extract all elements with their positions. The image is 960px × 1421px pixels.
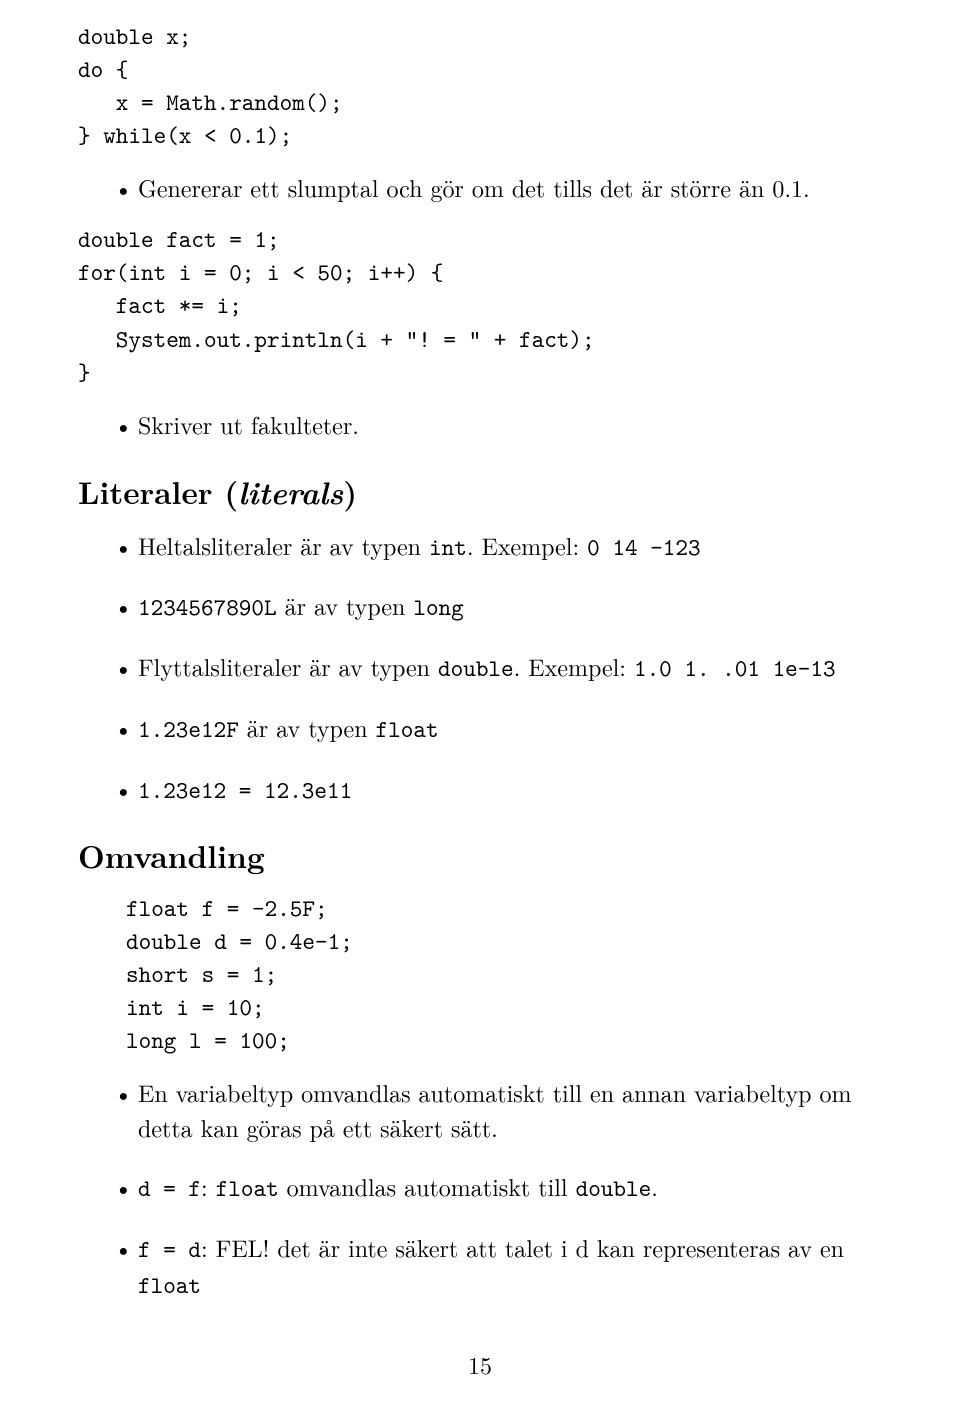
list-item: f = d: FEL! det är inte säkert att talet… [114, 1230, 882, 1304]
heading-text: ) [343, 470, 357, 514]
code-inline: 0 14 -123 [587, 531, 700, 563]
code-line: } while(x < 0.1); [78, 119, 292, 151]
code-inline: f = d [138, 1233, 201, 1265]
list-item: 1234567890L är av typen long [114, 588, 882, 625]
bullet-text: är av typen [239, 710, 376, 744]
code-inline: double [438, 652, 514, 684]
code-block-do-while: double x; do { x = Math.random(); } whil… [78, 20, 882, 152]
code-inline: float [138, 1269, 201, 1301]
code-line: do { [78, 53, 128, 85]
list-item: d = f: float omvandlas automatiskt till … [114, 1169, 882, 1206]
code-inline: float [376, 713, 439, 745]
bullet-text: Heltalsliteraler är av typen [138, 528, 429, 562]
list-item: Heltalsliteraler är av typen int. Exempe… [114, 528, 882, 565]
bullet-list-literals: Heltalsliteraler är av typen int. Exempe… [78, 528, 882, 808]
code-line: float f = -2.5F; [126, 892, 328, 924]
code-line: System.out.println(i + "! = " + fact); [78, 323, 595, 355]
list-item: Flyttalsliteraler är av typen double. Ex… [114, 649, 882, 686]
section-heading-literals: Literaler (literals) [78, 468, 882, 514]
bullet-text: En variabeltyp omvandlas automatiskt til… [138, 1075, 851, 1144]
code-inline: 1.23e12F [138, 713, 239, 745]
bullet-list: Skriver ut fakulteter. [78, 407, 882, 442]
code-block-for: double fact = 1; for(int i = 0; i < 50; … [78, 223, 882, 389]
code-inline: float [216, 1172, 279, 1204]
bullet-text: . [651, 1169, 658, 1203]
code-inline: 1234567890L [138, 591, 277, 623]
code-line: int i = 10; [126, 991, 265, 1023]
list-item: 1.23e12 = 12.3e11 [114, 771, 882, 808]
bullet-text: : FEL! det är inte säkert att talet i d … [201, 1230, 844, 1264]
code-line: long l = 100; [126, 1024, 290, 1056]
code-line: short s = 1; [126, 958, 277, 990]
page-number: 15 [0, 1347, 960, 1381]
bullet-text: . Exempel: [514, 649, 634, 683]
bullet-text: . Exempel: [467, 528, 587, 562]
code-line: } [78, 356, 91, 388]
list-item: Skriver ut fakulteter. [114, 407, 882, 442]
code-line: for(int i = 0; i < 50; i++) { [78, 256, 443, 288]
bullet-text: är av typen [277, 588, 414, 622]
heading-text: Omvandling [78, 834, 265, 878]
bullet-list-omvandling: En variabeltyp omvandlas automatiskt til… [78, 1075, 882, 1303]
bullet-text: Flyttalsliteraler är av typen [138, 649, 438, 683]
code-line: double d = 0.4e-1; [126, 925, 353, 957]
code-inline: long [413, 591, 463, 623]
bullet-text: omvandlas automatiskt till [279, 1169, 576, 1203]
list-item: En variabeltyp omvandlas automatiskt til… [114, 1075, 882, 1145]
bullet-text: Genererar ett slumptal och gör om det ti… [138, 170, 810, 204]
bullet-text: Skriver ut fakulteter. [138, 407, 359, 441]
list-item: Genererar ett slumptal och gör om det ti… [114, 170, 882, 205]
code-line: double x; [78, 20, 191, 52]
code-inline: int [429, 531, 467, 563]
bullet-list: Genererar ett slumptal och gör om det ti… [78, 170, 882, 205]
code-inline: 1.0 1. .01 1e-13 [634, 652, 836, 684]
code-line: double fact = 1; [78, 223, 280, 255]
heading-text: Literaler ( [78, 470, 238, 514]
code-line: fact *= i; [78, 289, 242, 321]
list-item: 1.23e12F är av typen float [114, 710, 882, 747]
code-inline: double [576, 1172, 652, 1204]
section-heading-omvandling: Omvandling [78, 834, 882, 878]
bullet-text: : [201, 1169, 216, 1203]
heading-italic: literals [238, 468, 343, 514]
page: double x; do { x = Math.random(); } whil… [0, 0, 960, 1421]
code-inline: 1.23e12 = 12.3e11 [138, 774, 352, 806]
code-block-vars: float f = -2.5F; double d = 0.4e-1; shor… [78, 892, 882, 1058]
code-inline: d = f [138, 1172, 201, 1204]
code-line: x = Math.random(); [78, 86, 343, 118]
